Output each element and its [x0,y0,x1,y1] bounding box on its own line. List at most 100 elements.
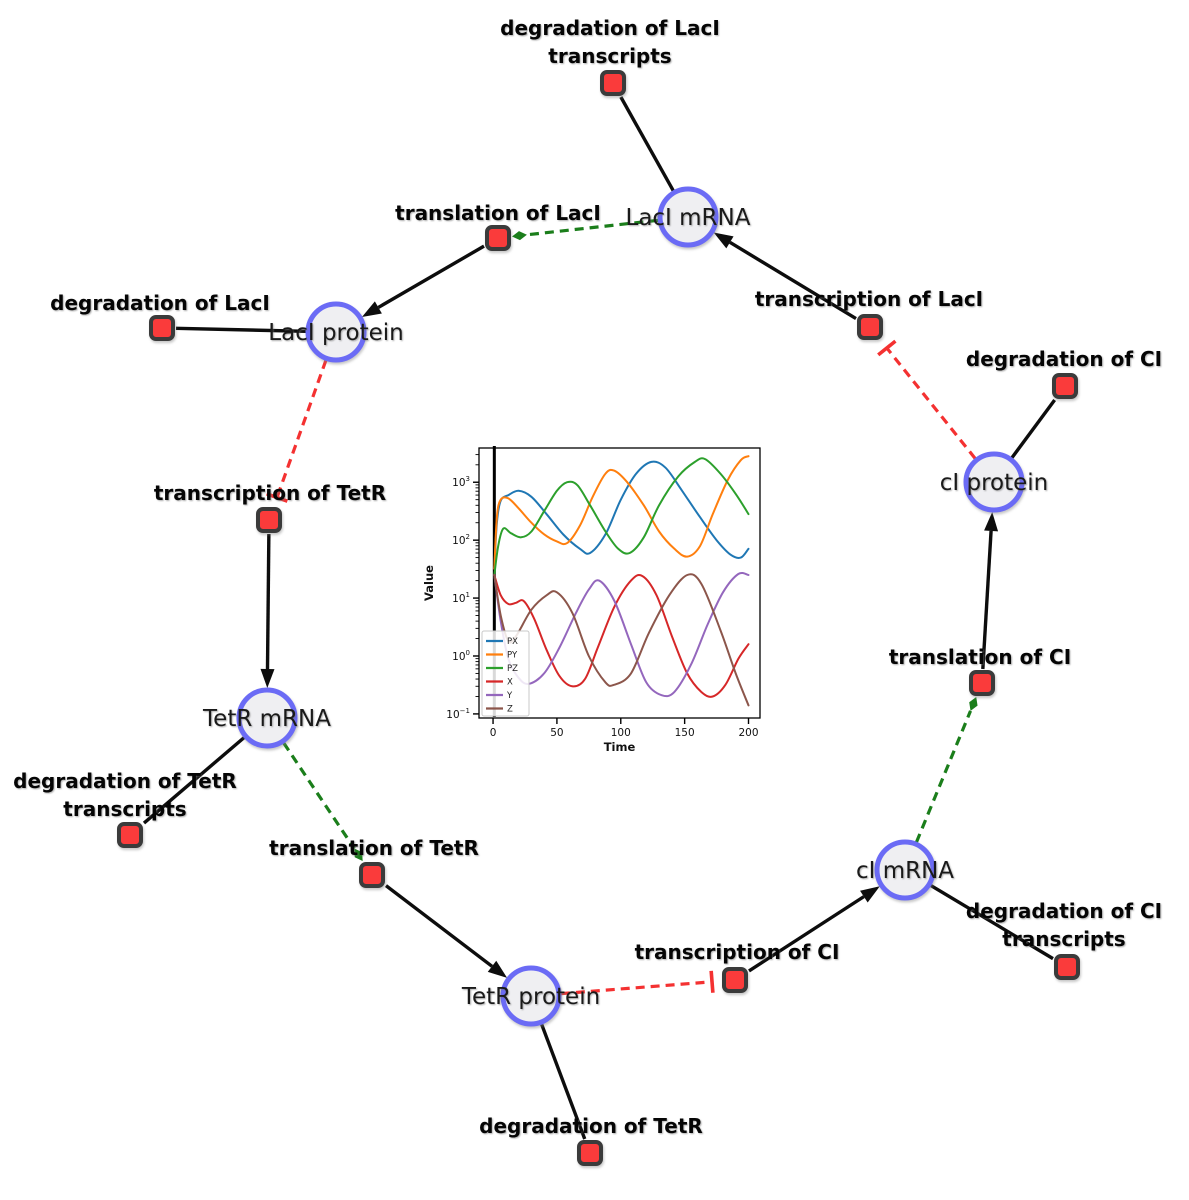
chart-legend-box [481,630,530,717]
reaction-label-tl_tetr: translation of TetR [269,836,479,860]
reaction-node-deg_laci[interactable] [149,315,175,341]
edges-layer [142,96,1057,1140]
edge-production-tl_laci-laci_protein-arrowhead-icon [361,301,382,317]
edge-inhibition-ci_protein-tr_laci-tee-icon [877,339,897,357]
species-label-laci_mrna: LacI mRNA [626,205,751,231]
edge-inhibition-laci_protein-tr_tetr [275,359,328,499]
species-node-laci_mrna[interactable] [657,186,719,248]
species-label-ci_protein: cI protein [940,470,1049,496]
reaction-node-tl_tetr[interactable] [359,862,385,888]
labels-layer: LacI mRNA LacI protein cI protein TetR mRNA… [13,16,1162,1138]
reaction-label-deg_laci: degradation of LacI [50,291,270,315]
reaction-label-deg_tetr_tx-line1: degradation of TetR [13,769,237,793]
species-node-tetr_protein[interactable] [500,965,562,1027]
edge-modifier-ci_mrna-tl_ci-diamond-icon [969,697,978,711]
series-PX-line [493,460,750,570]
edge-production-tl_ci-ci_protein-arrowhead-icon [984,511,999,532]
chart-x-tick-label: 150 [675,727,695,739]
edge-production-tr_laci-laci_mrna [729,240,857,320]
edge-production-tl_ci-ci_protein [981,530,993,670]
reaction-node-tr_ci[interactable] [722,967,748,993]
edge-production-tr_tetr-tetr_mrna [265,533,271,670]
chart-xlabel: Time [604,740,636,754]
edge-inhibition-tetr_protein-tr_ci [560,980,713,996]
reaction-label-deg_ci_tx-line2: transcripts [1002,927,1125,951]
edge-consumption-laci_protein-deg_laci [175,326,307,334]
edge-modifier-tetr_mrna-tl_tetr-diamond-icon [354,848,363,861]
legend-entry-PZ: PZ [507,664,518,674]
chart-axes-box [478,447,761,719]
legend-entry-X: X [507,678,513,688]
edge-consumption-ci_mrna-deg_ci_tx [929,883,1054,961]
chart-y-tick-label: 100 [452,649,470,663]
chart-y-tick-label: 101 [452,591,470,605]
edge-modifier-ci_mrna-tl_ci [914,710,973,843]
edge-production-tr_tetr-tetr_mrna-arrowhead-icon [260,668,275,689]
reaction-node-tl_ci[interactable] [969,670,995,696]
edge-modifier-laci_mrna-tl_laci [526,218,659,237]
species-node-ci_protein[interactable] [963,451,1025,513]
edge-production-tl_tetr-tetr_protein-arrowhead-icon [487,960,508,978]
edge-modifier-laci_mrna-tl_laci-diamond-icon [512,231,527,241]
reaction-label-tr_laci: transcription of LacI [755,287,983,311]
reaction-node-deg_ci_tx[interactable] [1054,954,1080,980]
edge-consumption-tetr_protein-deg_tetr [539,1023,587,1140]
edge-production-tl_tetr-tetr_protein [384,884,494,968]
reaction-label-deg_ci: degradation of CI [966,347,1162,371]
edge-inhibition-tetr_protein-tr_ci-tee-icon [709,970,715,993]
edge-consumption-ci_protein-deg_ci [1010,398,1057,459]
reaction-label-deg_tetr: degradation of TetR [479,1114,703,1138]
reaction-node-tr_tetr[interactable] [256,507,282,533]
edge-production-tr_ci-ci_mrna [748,895,865,973]
chart-y-tick-label: 102 [452,533,470,547]
reaction-label-tl_ci: translation of CI [889,645,1071,669]
reaction-label-deg_tetr_tx-line2: transcripts [63,797,186,821]
chart-y-tick-label: 103 [452,475,470,489]
edge-inhibition-laci_protein-tr_tetr-tee-icon [266,492,288,503]
reaction-node-tl_laci[interactable] [485,225,511,251]
species-node-laci_protein[interactable] [305,301,367,363]
series-PY-line [493,455,750,570]
edge-modifier-tetr_mrna-tl_tetr [282,742,356,850]
chart-x-tick-label: 200 [738,727,758,739]
series-X-line [493,574,750,698]
species-node-tetr_mrna[interactable] [236,687,298,749]
reaction-label-deg_laci_tx-line2: transcripts [548,44,671,68]
edge-production-tl_laci-laci_protein [377,244,485,309]
legend-entry-Z: Z [507,705,513,715]
reaction-node-deg_laci_tx[interactable] [600,70,626,96]
reaction-node-deg_ci[interactable] [1052,373,1078,399]
species-label-tetr_protein: TetR protein [461,984,600,1010]
reaction-node-tr_laci[interactable] [857,314,883,340]
reaction-label-deg_laci_tx-line1: degradation of LacI [500,16,720,40]
edge-consumption-laci_mrna-deg_laci_tx [619,96,675,192]
nodes-layer [117,70,1080,1166]
reaction-label-tr_ci: transcription of CI [635,940,840,964]
species-label-tetr_mrna: TetR mRNA [202,706,331,732]
edge-production-tr_laci-laci_mrna-arrowhead-icon [713,232,734,249]
series-PZ-line [493,457,750,576]
species-label-laci_protein: LacI protein [268,320,403,346]
reaction-node-deg_tetr_tx[interactable] [117,822,143,848]
chart-x-tick-label: 100 [611,727,631,739]
species-label-ci_mrna: cI mRNA [856,858,954,884]
chart-y-tick-label: 10−1 [446,707,470,721]
chart-ylabel: Value [422,565,436,601]
edge-inhibition-ci_protein-tr_laci [885,347,977,460]
chart-x-tick-label: 50 [550,727,563,739]
edge-production-tr_ci-ci_mrna-arrowhead-icon [860,886,880,903]
legend-entry-PX: PX [507,637,518,647]
chart-legend: PX PY PZ XYZ [481,630,530,717]
reaction-label-deg_ci_tx-line1: degradation of CI [966,899,1162,923]
legend-entry-PY: PY [507,651,518,661]
reaction-node-deg_tetr[interactable] [577,1140,603,1166]
chart-x-tick-label: 0 [490,727,497,739]
legend-entry-Y: Y [506,691,513,701]
reaction-label-tl_laci: translation of LacI [395,201,601,225]
edge-consumption-tetr_mrna-deg_tetr_tx [142,736,246,825]
species-node-ci_mrna[interactable] [874,839,936,901]
reaction-label-tr_tetr: transcription of TetR [154,481,386,505]
